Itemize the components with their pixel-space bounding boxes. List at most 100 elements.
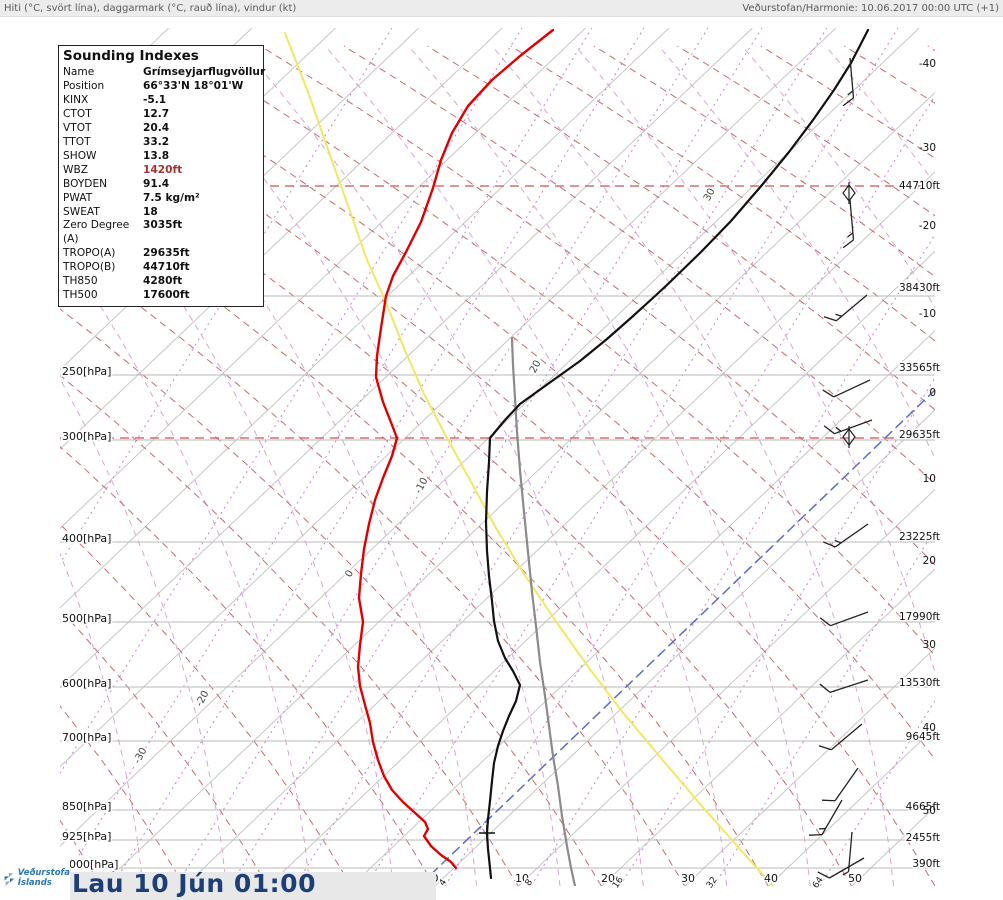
index-value: 20.4 xyxy=(143,121,170,134)
altitude-axis-label: 33565ft xyxy=(899,362,940,374)
altitude-axis-label: 23225ft xyxy=(899,531,940,543)
index-label: TROPO(B) xyxy=(63,261,116,274)
index-row: Position 66°33'N 18°01'W xyxy=(63,80,259,94)
header-left-text: Hiti (°C, svört lína), daggarmark (°C, r… xyxy=(4,2,297,14)
right-temperature-label: -30 xyxy=(919,142,936,154)
pressure-axis-label: 500[hPa] xyxy=(62,612,111,625)
altitude-axis-label: 38430ft xyxy=(899,282,940,294)
parcel-curve xyxy=(284,32,774,886)
altitude-axis-label: 29635ft xyxy=(899,429,940,441)
bottom-temperature-label: 10 xyxy=(515,872,529,885)
wind-barb xyxy=(842,57,855,107)
logo-line2: Íslands xyxy=(17,878,52,888)
altitude-axis-label: 4665ft xyxy=(906,801,940,813)
wind-barb xyxy=(808,799,843,836)
index-label: TH850 xyxy=(63,275,98,288)
wind-barb xyxy=(823,294,868,322)
right-temperature-label: -20 xyxy=(919,220,936,232)
wind-barb xyxy=(819,679,869,693)
right-temperature-label: -10 xyxy=(919,308,936,320)
date-label: Lau 10 Jún 01:00 xyxy=(72,869,316,898)
tropopause-diamond-icon xyxy=(842,184,856,202)
logo-line1: Veðurstofa xyxy=(17,868,70,879)
wind-barb xyxy=(822,379,871,398)
bottom-temperature-label: 20 xyxy=(601,872,615,885)
right-temperature-label: -40 xyxy=(919,58,936,70)
wind-barb xyxy=(842,199,855,249)
vedurstofa-logo: Veðurstofa Íslands xyxy=(0,858,70,900)
pressure-axis-label: 300[hPa] xyxy=(62,430,111,443)
bottom-temperature-label: 40 xyxy=(764,872,778,885)
index-value: 4280ft xyxy=(143,275,183,288)
index-row: BOYDEN 91.4 xyxy=(63,178,259,192)
index-value: 33.2 xyxy=(143,135,170,148)
index-label: TTOT xyxy=(63,135,91,148)
index-row: PWAT 7.5 kg/m² xyxy=(63,192,259,206)
wind-barb xyxy=(822,523,869,548)
sounding-indexes-title: Sounding Indexes xyxy=(63,48,199,64)
adiabat-label: 20 xyxy=(528,359,544,375)
pressure-axis-label: 850[hPa] xyxy=(62,800,111,813)
index-value: 29635ft xyxy=(143,247,190,260)
index-row: SWEAT 18 xyxy=(63,206,259,220)
index-label: TH500 xyxy=(63,289,98,302)
grid-layer: 30 20 -10 0 -20 -30 xyxy=(60,28,935,886)
altitude-axis-label: 390ft xyxy=(912,858,940,870)
pressure-axis-label: 400[hPa] xyxy=(62,532,111,545)
temperature-curve xyxy=(484,28,870,880)
vedurstofa-logo-mark xyxy=(4,873,15,886)
sounding-indexes-box: Sounding Indexes Name Grímseyjarflugvöllu… xyxy=(58,45,265,308)
index-value: Grímseyjarflugvöllur xyxy=(143,66,266,78)
altitude-axis-label: 9645ft xyxy=(906,731,940,743)
index-row: CTOT 12.7 xyxy=(63,108,259,122)
right-temperature-label: 20 xyxy=(923,555,936,567)
index-value: 17600ft xyxy=(143,289,190,302)
bottom-temperature-label: 30 xyxy=(681,872,695,885)
tropopause-diamond-icon xyxy=(842,428,856,446)
axis-labels: 200[hPa]250[hPa]300[hPa]400[hPa]500[hPa]… xyxy=(60,58,941,898)
index-label: CTOT xyxy=(63,107,92,120)
index-row: KINX -5.1 xyxy=(63,94,259,108)
index-row: VTOT 20.4 xyxy=(63,122,259,136)
pressure-axis-label: 700[hPa] xyxy=(62,731,111,744)
index-value: 7.5 kg/m² xyxy=(143,191,200,204)
mixing-ratio-label: 4 xyxy=(438,877,450,888)
mixing-ratio-label: 32 xyxy=(705,875,720,890)
wind-barb xyxy=(817,857,865,879)
right-temperature-label: 30 xyxy=(923,639,936,651)
index-row: TH850 4280ft xyxy=(63,275,259,289)
right-temperature-label: 40 xyxy=(923,722,936,734)
altitude-axis-label: 44710ft xyxy=(899,180,940,192)
index-label: Zero Degree (A) xyxy=(63,219,130,246)
pressure-axis-label: 600[hPa] xyxy=(62,677,111,690)
wind-barb xyxy=(823,419,873,435)
pressure-axis-label: 250[hPa] xyxy=(62,365,111,378)
vedurstofa-logo-text: Veðurstofa Íslands xyxy=(17,868,70,889)
index-value: 66°33'N 18°01'W xyxy=(143,79,244,92)
index-label: SHOW xyxy=(63,149,97,162)
index-value: 91.4 xyxy=(143,177,170,190)
mixing-ratio-label: 64 xyxy=(811,875,826,890)
index-row: TTOT 33.2 xyxy=(63,136,259,150)
header-bar: Hiti (°C, svört lína), daggarmark (°C, r… xyxy=(0,0,1003,17)
wind-barb xyxy=(842,831,853,876)
index-value: 1420ft xyxy=(143,163,183,176)
index-value: 13.8 xyxy=(143,149,170,162)
sounding-indexes-rows: Name Grímseyjarflugvöllur Position 66°33'N … xyxy=(63,66,265,303)
bottom-temperature-label: 50 xyxy=(848,872,862,885)
right-temperature-label: 10 xyxy=(923,473,936,485)
wind-barbs-layer xyxy=(808,57,873,879)
index-row: WBZ 1420ft xyxy=(63,164,259,178)
wetbulb-curve xyxy=(510,336,577,886)
pressure-axis-label: 925[hPa] xyxy=(62,830,111,843)
header-right-text: Veðurstofan/Harmonie: 10.06.2017 00:00 U… xyxy=(742,2,999,14)
date-band xyxy=(28,872,436,900)
index-value: 3035ft xyxy=(143,219,183,232)
index-label: Position xyxy=(63,79,105,92)
index-label: Name xyxy=(63,66,95,78)
index-label: PWAT xyxy=(63,191,93,204)
wind-barb xyxy=(818,723,863,751)
mixing-ratio-label: 8 xyxy=(524,877,536,888)
index-row: SHOW 13.8 xyxy=(63,150,259,164)
